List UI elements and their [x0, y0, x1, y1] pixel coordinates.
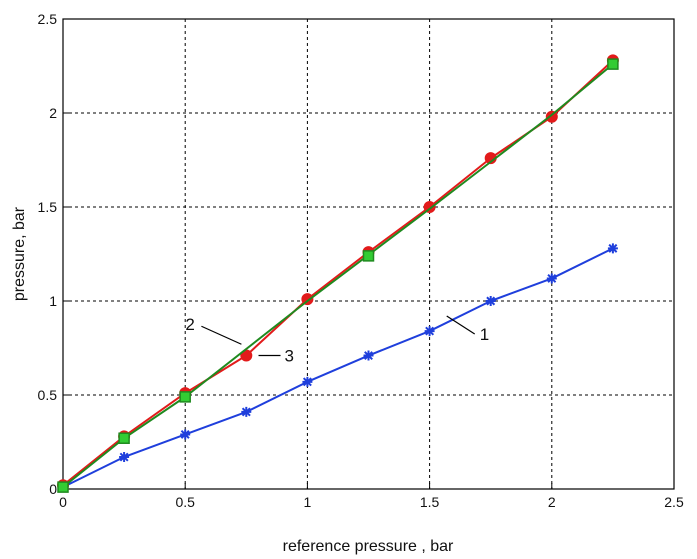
grid-layer: [63, 19, 674, 489]
annotation-1-leader: [446, 315, 476, 335]
x-axis-label: reference pressure , bar: [283, 538, 454, 555]
series-1-point: [180, 429, 191, 440]
y-tick-label: 0: [49, 481, 57, 497]
series-1-line: [62, 247, 614, 489]
series-3-point: [301, 293, 314, 306]
series-1-point: [485, 296, 496, 306]
annotation-layer: 1 2 3: [185, 315, 489, 365]
series-2-point: [607, 58, 619, 70]
series-1-point: [302, 376, 313, 387]
series-1-point: [607, 243, 618, 254]
y-axis-label: pressure, bar: [11, 206, 28, 301]
y-tick-label: 1: [49, 293, 57, 309]
series-3-point: [545, 110, 558, 123]
series-2: [57, 58, 619, 493]
x-tick-label: 2: [548, 494, 556, 510]
x-tick-label: 0: [59, 494, 67, 510]
annotation-2-label: 2: [185, 315, 194, 334]
y-tick-label: 2.5: [38, 11, 58, 27]
y-tick-label: 0.5: [38, 387, 58, 403]
x-tick-label: 0.5: [175, 494, 195, 510]
series-2-point: [57, 481, 69, 493]
y-tick-label: 2: [49, 105, 57, 121]
annotation-3-label: 3: [285, 347, 294, 366]
annotation-1-label: 1: [480, 325, 489, 344]
x-tick-label: 1: [304, 494, 312, 510]
series-1-point: [119, 452, 130, 463]
tick-layer: 0 0.5 1 1.5 2 2.5 0 0.5 1 1.5 2 2.5: [38, 11, 684, 510]
series-2-point: [179, 391, 191, 403]
series-1-point: [363, 350, 374, 361]
annotation-2-leader: [201, 325, 242, 345]
series-1-point: [546, 273, 557, 284]
x-tick-label: 2.5: [664, 494, 684, 510]
series-1-point: [241, 406, 252, 417]
series-1-point: [424, 326, 435, 337]
x-tick-label: 1.5: [420, 494, 440, 510]
series-2-point: [362, 250, 375, 262]
plot-frame: [62, 18, 675, 490]
y-tick-label: 1.5: [38, 199, 58, 215]
series-2-point: [118, 432, 130, 444]
series-layer: [57, 54, 619, 493]
